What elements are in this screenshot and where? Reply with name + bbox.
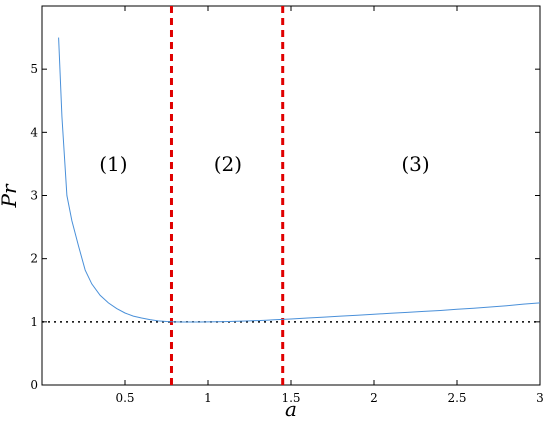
x-tick-label: 3 [536, 391, 544, 405]
y-tick-label: 5 [30, 62, 38, 76]
series-layer [58, 37, 541, 323]
x-tick-label: 0.5 [115, 391, 134, 405]
y-tick-label: 3 [30, 189, 38, 203]
x-tick-label: 1.5 [281, 391, 300, 405]
x-tick-label: 1 [204, 391, 212, 405]
region-annotations: (1) (2) (3) [99, 152, 429, 176]
y-axis-ticks: 0 1 2 3 4 5 [30, 62, 540, 392]
x-axis-ticks: 0.5 1 1.5 2 2.5 3 [115, 6, 544, 405]
y-axis-title: Pr [0, 183, 21, 208]
y-tick-label: 0 [30, 378, 38, 392]
region-label-3: (3) [401, 152, 429, 176]
x-tick-label: 2.5 [447, 391, 466, 405]
plot-area [41, 5, 541, 386]
y-tick-label: 1 [30, 315, 38, 329]
y-tick-label: 2 [30, 252, 38, 266]
series-line-0 [58, 37, 541, 323]
y-tick-label: 4 [30, 125, 38, 139]
x-axis-title: a [285, 397, 297, 421]
region-label-1: (1) [99, 152, 127, 176]
region-label-2: (2) [214, 152, 242, 176]
x-tick-label: 2 [370, 391, 378, 405]
